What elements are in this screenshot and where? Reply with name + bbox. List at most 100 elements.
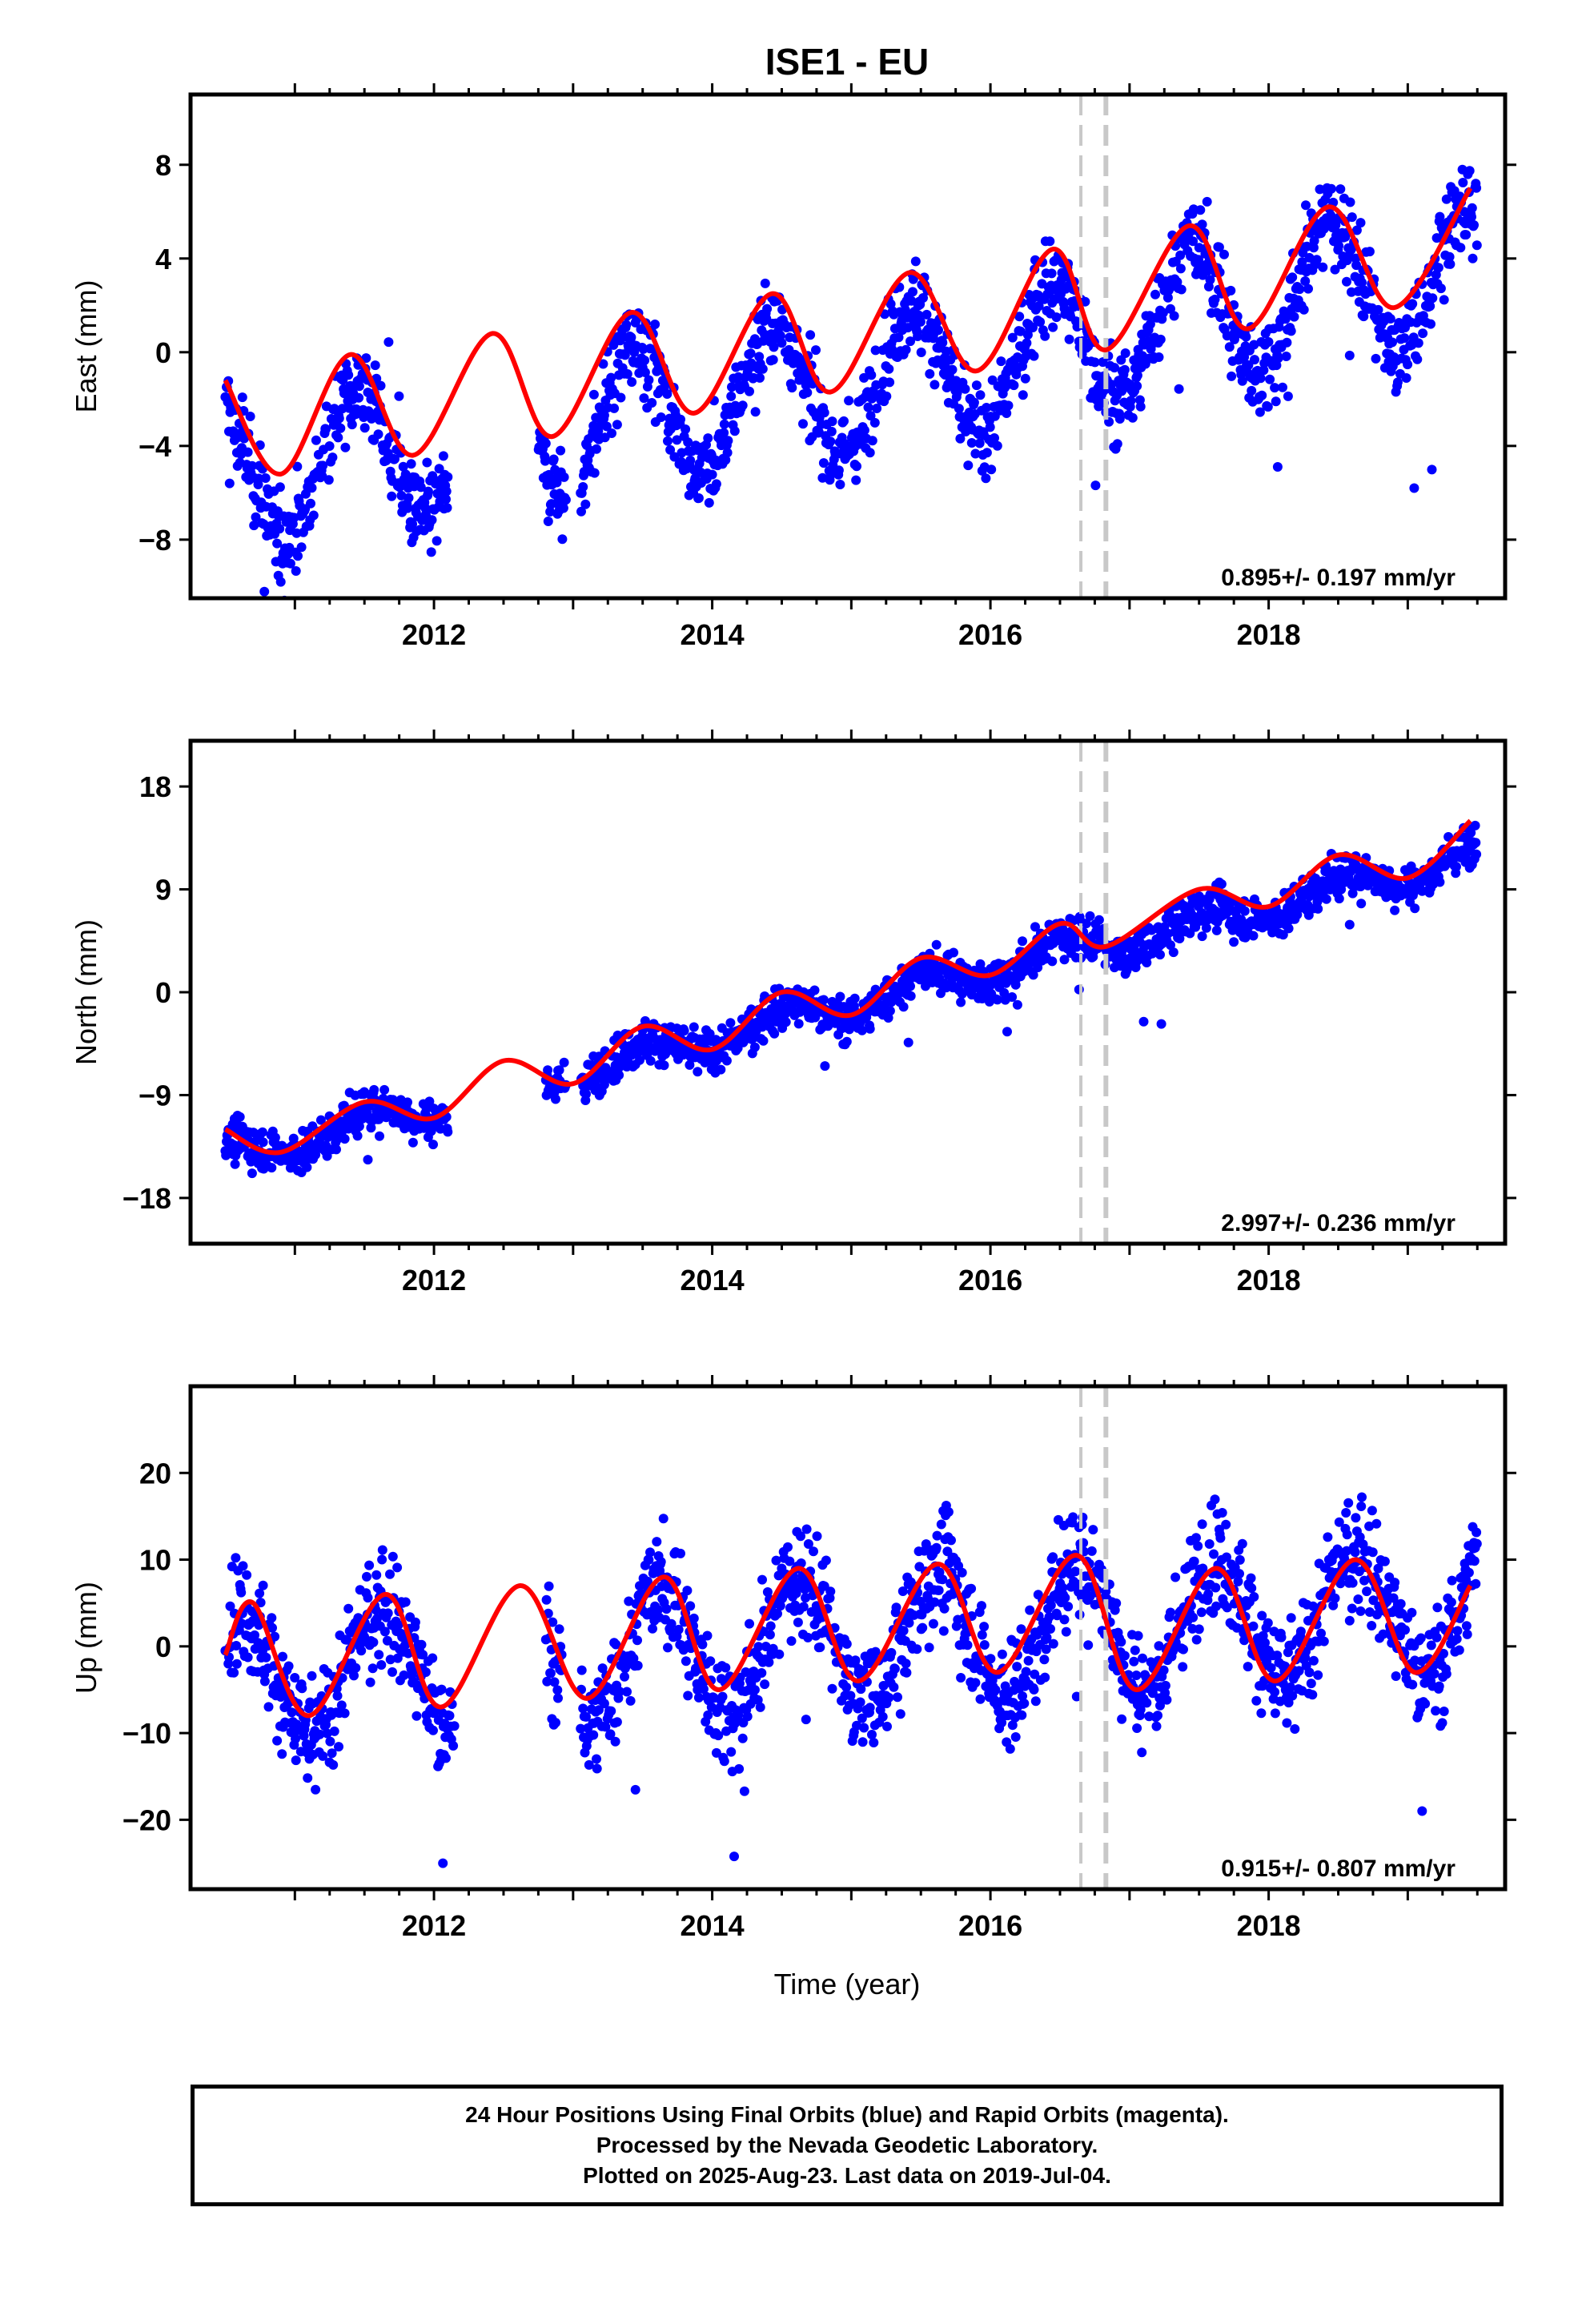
east-data-point [662,389,673,399]
up-data-point [356,1646,367,1656]
north-data-point [1435,877,1445,887]
east-data-point [1127,412,1138,423]
up-data-point [374,1650,384,1660]
up-data-point [1131,1671,1142,1680]
east-data-point [293,551,303,561]
up-data-point [891,1602,901,1613]
up-data-point [1290,1724,1300,1734]
east-data-point [1281,352,1291,361]
up-data-point [1247,1583,1257,1594]
east-data-point [851,475,861,485]
east-data-point [335,423,346,433]
east-data-point [275,482,285,493]
east-data-point [825,436,836,447]
east-data-point [1326,183,1336,194]
up-data-point [379,1626,390,1637]
chart-title: ISE1 - EU [765,41,930,82]
up-data-point [1012,1662,1022,1672]
up-data-point [1007,1720,1018,1731]
up-data-point [934,1585,944,1595]
up-data-point [979,1622,990,1632]
north-data-point [1030,922,1040,932]
up-data-point [1086,1546,1097,1556]
east-data-point [1028,323,1038,332]
north-data-point [1461,853,1472,863]
east-y-tick-label: −8 [139,524,171,557]
up-data-point [855,1697,865,1707]
up-data-point [796,1531,805,1542]
up-data-point [612,1717,622,1727]
north-x-tick-label: 2012 [402,1264,466,1297]
east-data-point [434,464,444,474]
east-data-point [719,419,729,429]
east-data-point [819,408,829,418]
east-data-point [1469,220,1479,230]
up-data-point [594,1705,604,1715]
east-data-point [1467,211,1476,222]
east-data-point [1407,299,1418,309]
east-data-point [1263,402,1273,412]
north-x-tick-label: 2014 [681,1264,745,1297]
up-data-point [1294,1666,1304,1676]
east-data-point [1427,293,1438,304]
up-data-point [957,1567,967,1578]
east-data-point [408,519,418,529]
east-data-point [247,460,257,471]
up-data-point [656,1557,666,1567]
east-data-point [1272,462,1283,472]
east-data-point [324,441,335,451]
east-data-point [802,388,813,398]
up-data-point [1083,1640,1094,1651]
up-data-point [1138,1653,1147,1663]
up-data-point [362,1571,371,1582]
east-data-point [1002,408,1012,418]
east-data-point [683,437,693,448]
east-data-point [1110,363,1119,373]
up-data-point [703,1710,713,1720]
up-data-point [1194,1624,1204,1634]
up-data-point [1307,1690,1318,1700]
up-data-point [956,1673,966,1683]
north-data-point [693,1067,703,1077]
up-data-point [859,1723,869,1733]
east-data-point [1303,283,1313,294]
up-data-point [893,1692,902,1703]
north-data-point [267,1163,277,1173]
east-data-point [1347,212,1357,223]
up-data-point [697,1639,708,1650]
east-data-point [1278,382,1287,392]
up-data-point [1046,1624,1055,1634]
east-data-point [427,515,437,525]
up-data-point [897,1586,908,1596]
east-data-point [1064,334,1074,344]
east-data-point [1241,332,1251,342]
east-data-point [640,368,650,377]
up-data-point [327,1748,337,1759]
east-data-point [656,412,666,422]
east-data-point [598,359,608,369]
up-data-point [1270,1687,1280,1697]
up-data-point [541,1594,552,1605]
up-data-point [259,1676,270,1687]
north-data-point [1081,919,1091,929]
east-data-point [721,455,731,465]
up-data-point [921,1539,931,1550]
up-data-point [765,1630,775,1640]
up-data-point [663,1642,673,1653]
east-data-point [307,483,317,493]
east-data-point [1334,241,1344,251]
up-data-point [1166,1607,1175,1618]
north-data-point [1216,879,1227,889]
east-data-point [426,547,436,557]
east-data-point [955,433,966,444]
up-data-point [1193,1541,1203,1551]
east-data-point [1205,275,1215,285]
up-data-point [1021,1667,1031,1677]
up-data-point [865,1703,875,1713]
east-data-point [578,482,588,492]
east-data-point [963,460,974,471]
up-data-point [392,1653,403,1663]
east-data-point [1289,312,1299,322]
north-data-point [375,1131,384,1141]
east-x-tick-label: 2016 [958,618,1022,651]
